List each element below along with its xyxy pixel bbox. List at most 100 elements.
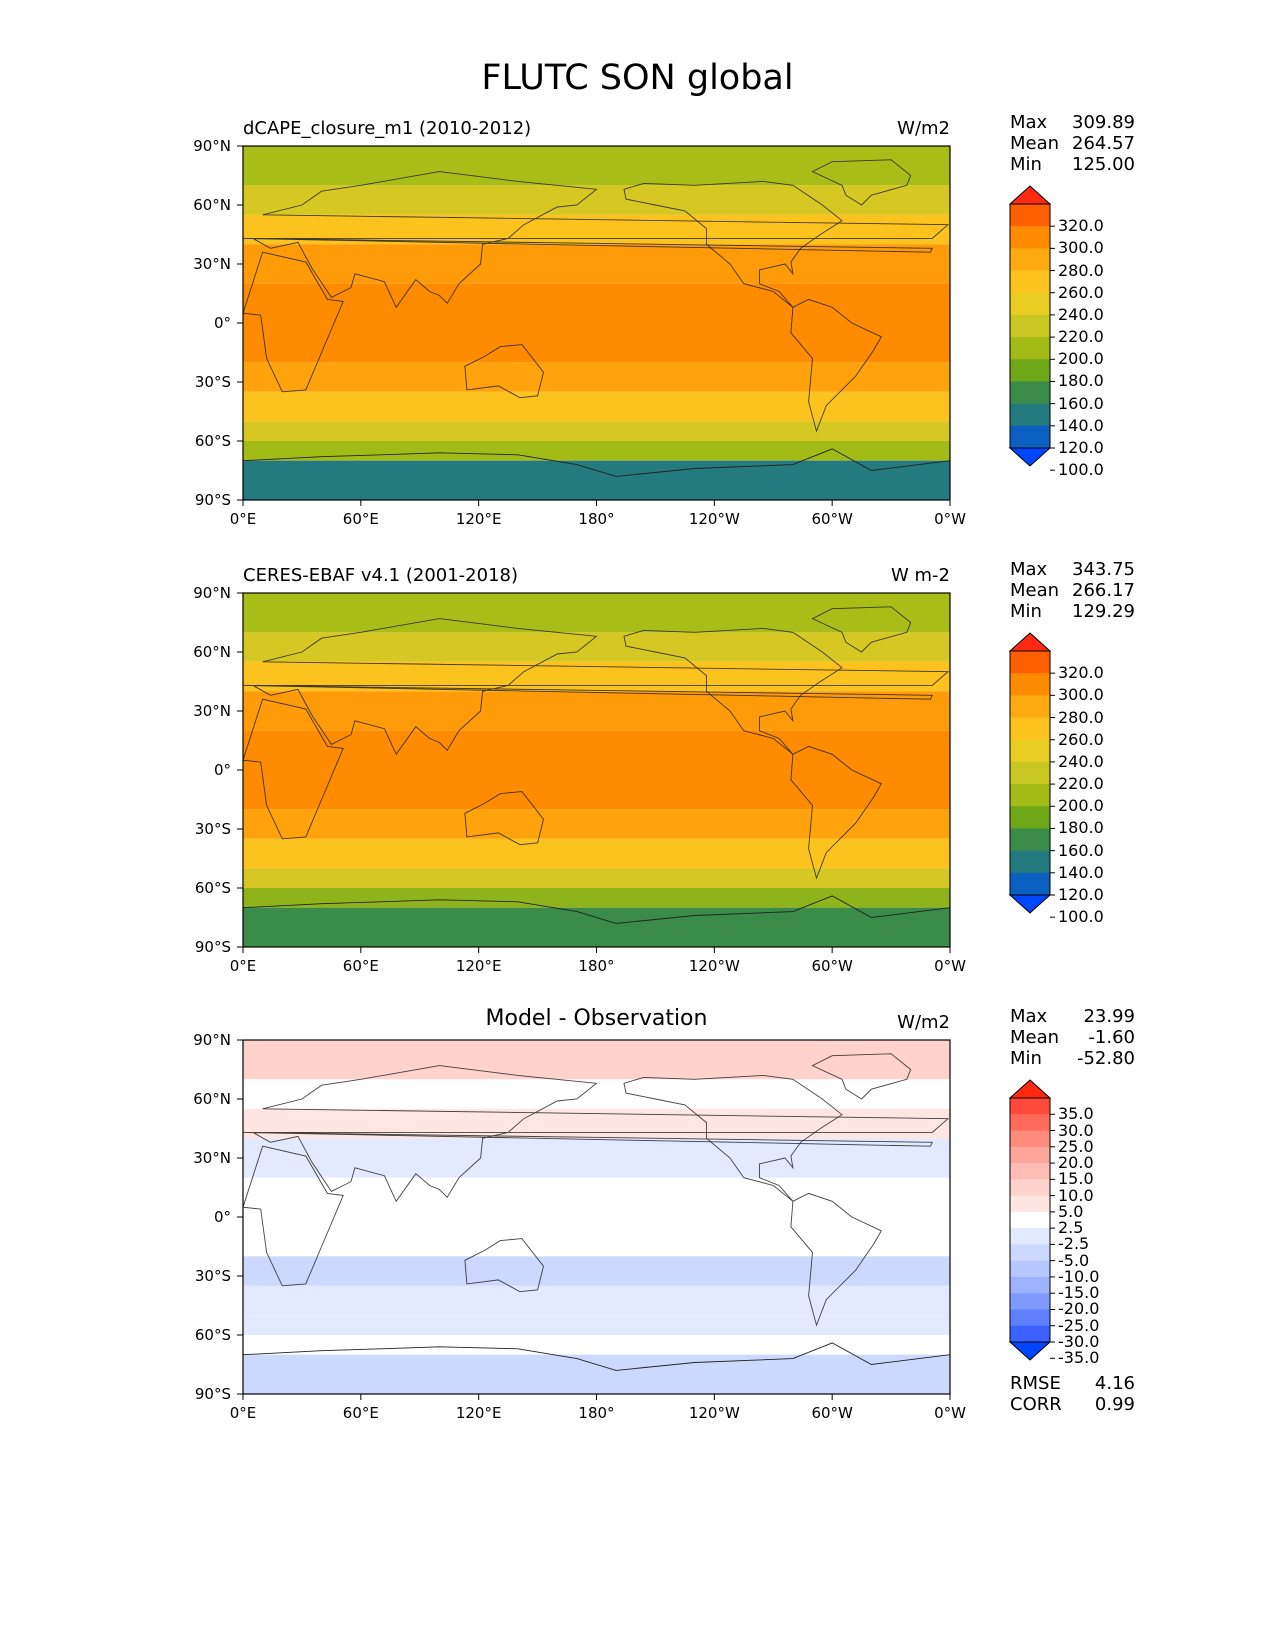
colorbar-segment bbox=[1010, 651, 1050, 674]
colorbar-segment bbox=[1010, 381, 1050, 405]
colorbar-label: 20.0 bbox=[1058, 1153, 1094, 1173]
y-tick-label: 0° bbox=[213, 1208, 231, 1226]
coastline bbox=[242, 698, 344, 840]
zonal-band bbox=[243, 283, 950, 363]
y-tick-label: 30°S bbox=[194, 820, 231, 838]
colorbar-segment bbox=[1010, 403, 1050, 427]
stat-max: Max 309.89 bbox=[1010, 112, 1135, 133]
colorbar-label: 260.0 bbox=[1058, 729, 1104, 749]
x-tick-label: 0°W bbox=[934, 957, 966, 975]
stat-value: 23.99 bbox=[1083, 1006, 1135, 1027]
coastline bbox=[242, 618, 950, 756]
y-tick-label: 60°N bbox=[193, 1090, 231, 1108]
zonal-band bbox=[243, 809, 950, 839]
panel-units: W m-2 bbox=[890, 565, 950, 586]
colorbar-outline bbox=[1009, 203, 1051, 449]
stat-label: Min bbox=[1010, 1048, 1042, 1069]
colorbar-label: 30.0 bbox=[1058, 1120, 1094, 1140]
y-tick-label: 30°S bbox=[194, 1267, 231, 1285]
x-tick-label: 120°E bbox=[455, 957, 502, 975]
zonal-band bbox=[243, 593, 950, 633]
y-tick-label: 90°S bbox=[194, 1385, 231, 1403]
y-tick-label: 30°N bbox=[193, 702, 231, 720]
x-tick-label: 60°W bbox=[811, 957, 853, 975]
panel-title: dCAPE_closure_m1 (2010-2012) bbox=[243, 118, 532, 139]
zonal-band bbox=[243, 730, 950, 810]
y-tick-label: 90°S bbox=[194, 938, 231, 956]
stat-mean: Mean 266.17 bbox=[1010, 580, 1135, 601]
colorbar-segment bbox=[1010, 739, 1050, 763]
x-tick-label: 180° bbox=[578, 957, 615, 975]
colorbar-label: 5.0 bbox=[1058, 1201, 1084, 1221]
zonal-band bbox=[243, 1138, 950, 1178]
colorbar-label: 220.0 bbox=[1058, 327, 1104, 347]
colorbar-segment bbox=[1010, 1179, 1050, 1197]
y-tick-label: 90°N bbox=[193, 137, 231, 155]
colorbar-label: 180.0 bbox=[1058, 371, 1104, 391]
colorbar-label: 320.0 bbox=[1058, 663, 1104, 683]
antarctica-coastline bbox=[242, 448, 951, 477]
coastline bbox=[790, 745, 882, 880]
coastline bbox=[242, 1145, 344, 1287]
colorbar-segment bbox=[1010, 850, 1050, 874]
colorbar-label: 300.0 bbox=[1058, 685, 1104, 705]
colorbar-segment bbox=[1010, 717, 1050, 741]
colorbar-label: 160.0 bbox=[1058, 393, 1104, 413]
zonal-band bbox=[243, 1335, 950, 1355]
stat-label: Max bbox=[1010, 1006, 1048, 1027]
colorbar-max-extend bbox=[1008, 185, 1052, 205]
colorbar-segment bbox=[1010, 673, 1050, 696]
zonal-band bbox=[243, 1040, 950, 1080]
colorbar-min-extend bbox=[1008, 447, 1052, 467]
y-tick-label: 90°S bbox=[194, 491, 231, 509]
x-tick-label: 120°W bbox=[688, 1404, 740, 1422]
stat-corr: CORR 0.99 bbox=[1010, 1394, 1135, 1415]
zonal-band bbox=[243, 691, 950, 731]
stat-label: RMSE bbox=[1010, 1373, 1061, 1394]
stat-mean: Mean -1.60 bbox=[1010, 1027, 1135, 1048]
x-tick-label: 120°E bbox=[455, 510, 502, 528]
stat-value: 4.16 bbox=[1094, 1373, 1135, 1394]
stat-value: 125.00 bbox=[1072, 154, 1135, 175]
colorbar-label: -30.0 bbox=[1058, 1332, 1100, 1351]
colorbar-segment bbox=[1010, 1276, 1050, 1294]
zonal-band bbox=[243, 362, 950, 392]
zonal-band bbox=[243, 391, 950, 422]
x-tick-label: 120°W bbox=[688, 510, 740, 528]
zonal-band bbox=[243, 185, 950, 215]
coastline bbox=[464, 344, 544, 399]
colorbar-segment bbox=[1010, 1260, 1050, 1278]
zonal-band bbox=[243, 632, 950, 662]
colorbar-max-extend bbox=[1008, 632, 1052, 652]
zonal-band bbox=[243, 838, 950, 869]
colorbar-segment bbox=[1010, 1228, 1050, 1245]
stat-max: Max 343.75 bbox=[1010, 559, 1135, 580]
colorbar-label: 100.0 bbox=[1058, 907, 1104, 927]
colorbar-label: -2.5 bbox=[1058, 1234, 1090, 1254]
coastline bbox=[623, 180, 843, 308]
colorbar-segment bbox=[1010, 1293, 1050, 1310]
zonal-band bbox=[243, 1354, 950, 1394]
colorbar-label: 10.0 bbox=[1058, 1185, 1094, 1205]
colorbar-segment bbox=[1010, 872, 1050, 896]
x-tick-label: 60°E bbox=[342, 957, 379, 975]
coastline bbox=[811, 1053, 912, 1100]
colorbar-segment bbox=[1010, 1244, 1050, 1262]
colorbar-label: -10.0 bbox=[1058, 1266, 1100, 1286]
colorbar-segment bbox=[1010, 1146, 1050, 1164]
zonal-band bbox=[243, 868, 950, 888]
stat-value: -1.60 bbox=[1088, 1027, 1135, 1048]
x-tick-label: 60°E bbox=[342, 1404, 379, 1422]
coastline bbox=[623, 627, 843, 755]
zonal-band bbox=[243, 460, 950, 500]
stat-min: Min 129.29 bbox=[1010, 601, 1135, 622]
x-tick-label: 0°W bbox=[934, 510, 966, 528]
colorbar-label: 35.0 bbox=[1058, 1104, 1094, 1124]
colorbar-label: 140.0 bbox=[1058, 862, 1104, 882]
antarctica-coastline bbox=[242, 895, 951, 924]
y-tick-label: 60°S bbox=[194, 879, 231, 897]
y-tick-label: 90°N bbox=[193, 584, 231, 602]
coastline bbox=[811, 606, 912, 653]
colorbar-label: 120.0 bbox=[1058, 438, 1104, 457]
x-tick-label: 60°W bbox=[811, 1404, 853, 1422]
